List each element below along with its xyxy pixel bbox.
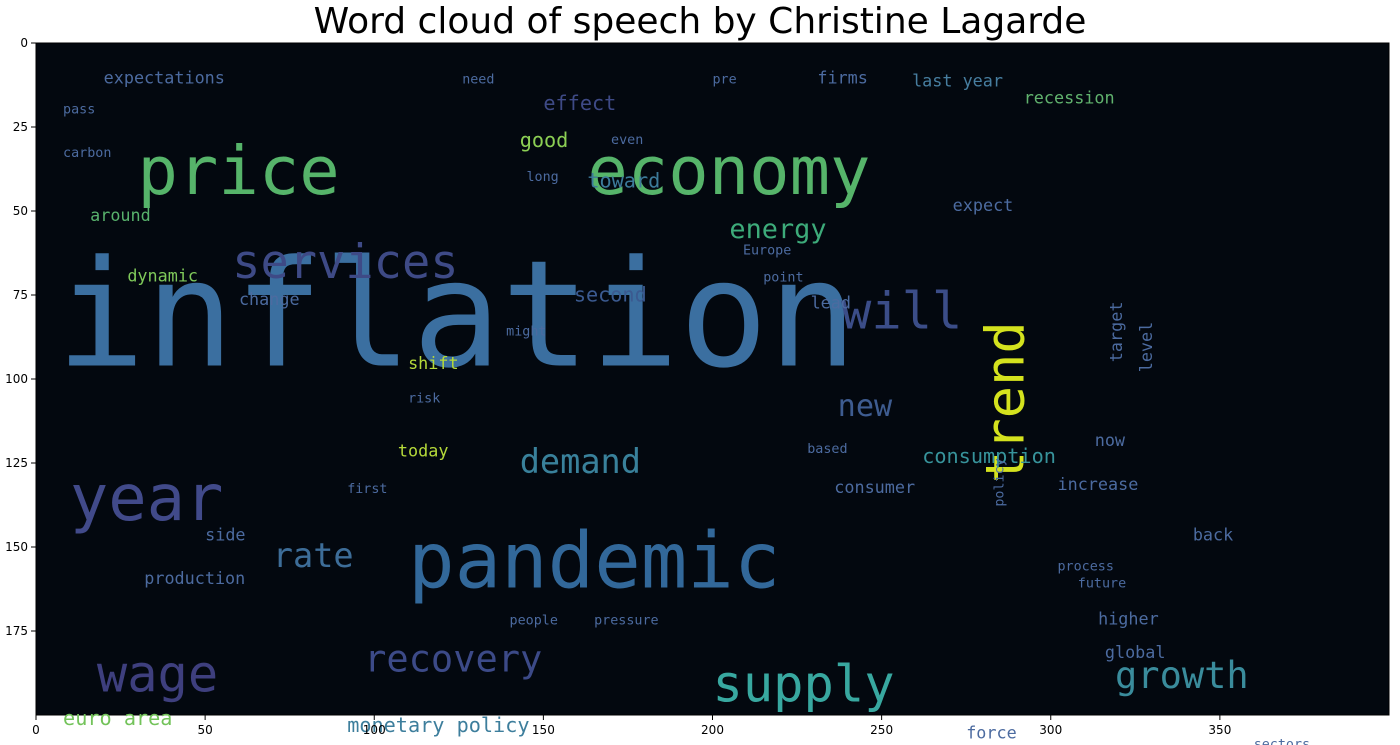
word-sectors: sectors bbox=[1254, 738, 1310, 745]
x-tick-label: 250 bbox=[870, 723, 893, 737]
word-global: global bbox=[1105, 642, 1166, 662]
y-tick-label: 150 bbox=[5, 540, 28, 554]
word-might: might bbox=[506, 324, 546, 339]
word-wage: wage bbox=[97, 644, 218, 703]
word-now: now bbox=[1095, 430, 1126, 450]
y-tick-label: 50 bbox=[13, 204, 28, 218]
word-risk: risk bbox=[408, 392, 440, 407]
word-shift: shift bbox=[408, 353, 459, 373]
x-tick-label: 50 bbox=[197, 723, 212, 737]
word-force: force bbox=[966, 723, 1017, 743]
word-firms: firms bbox=[817, 67, 868, 87]
word-effect: effect bbox=[543, 91, 616, 115]
word-consumer: consumer bbox=[834, 477, 915, 497]
word-policy: policy bbox=[992, 458, 1007, 506]
word-change: change bbox=[239, 289, 300, 309]
word-new: new bbox=[838, 389, 893, 424]
word-price: price bbox=[137, 132, 339, 210]
word-target: target bbox=[1106, 302, 1126, 363]
word-increase: increase bbox=[1058, 474, 1139, 494]
word-people: people bbox=[510, 613, 558, 628]
word-production: production bbox=[144, 568, 245, 588]
word-expect: expect bbox=[953, 195, 1014, 215]
word-consumption: consumption bbox=[922, 444, 1056, 468]
word-services: services bbox=[232, 235, 458, 290]
x-tick-label: 150 bbox=[532, 723, 555, 737]
x-tick-label: 200 bbox=[701, 723, 724, 737]
word-back: back bbox=[1193, 524, 1233, 544]
word-point: point bbox=[763, 271, 803, 286]
word-based: based bbox=[807, 442, 847, 457]
word-lead: lead bbox=[811, 292, 851, 312]
word-pass: pass bbox=[63, 103, 95, 118]
word-euro-area: euro area bbox=[63, 706, 172, 730]
word-dynamic: dynamic bbox=[127, 266, 198, 286]
word-side: side bbox=[205, 524, 245, 544]
y-tick-label: 25 bbox=[13, 120, 28, 134]
word-need: need bbox=[462, 72, 494, 87]
word-toward: toward bbox=[587, 168, 660, 192]
word-second: second bbox=[574, 283, 647, 307]
x-tick-label: 350 bbox=[1208, 723, 1231, 737]
word-today: today bbox=[398, 440, 449, 460]
y-tick-label: 75 bbox=[13, 288, 28, 302]
y-tick-label: 125 bbox=[5, 456, 28, 470]
word-Europe: Europe bbox=[743, 244, 791, 259]
word-process: process bbox=[1058, 560, 1114, 575]
word-pre: pre bbox=[713, 72, 737, 87]
word-demand: demand bbox=[520, 442, 641, 481]
y-tick-label: 100 bbox=[5, 372, 28, 386]
x-tick-label: 100 bbox=[363, 723, 386, 737]
word-recovery: recovery bbox=[364, 637, 542, 680]
word-even: even bbox=[611, 133, 643, 148]
word-pressure: pressure bbox=[594, 613, 659, 628]
word-first: first bbox=[347, 482, 387, 497]
x-tick-label: 300 bbox=[1039, 723, 1062, 737]
word-pandemic: pandemic bbox=[408, 516, 780, 606]
word-energy: energy bbox=[729, 214, 826, 245]
word-future: future bbox=[1078, 576, 1126, 591]
word-will: will bbox=[841, 282, 962, 341]
y-tick-label: 175 bbox=[5, 624, 28, 638]
word-rate: rate bbox=[273, 536, 354, 575]
word-carbon: carbon bbox=[63, 146, 111, 161]
word-recession: recession bbox=[1024, 87, 1115, 107]
word-higher: higher bbox=[1098, 608, 1159, 628]
word-around: around bbox=[90, 205, 151, 225]
word-long: long bbox=[526, 170, 558, 185]
word-expectations: expectations bbox=[104, 67, 225, 87]
word-good: good bbox=[520, 128, 569, 152]
y-tick-label: 0 bbox=[20, 36, 28, 50]
word-last-year: last year bbox=[912, 71, 1003, 91]
word-level: level bbox=[1136, 322, 1156, 373]
x-tick-label: 0 bbox=[32, 723, 40, 737]
word-year: year bbox=[70, 462, 224, 536]
word-supply: supply bbox=[713, 655, 895, 714]
